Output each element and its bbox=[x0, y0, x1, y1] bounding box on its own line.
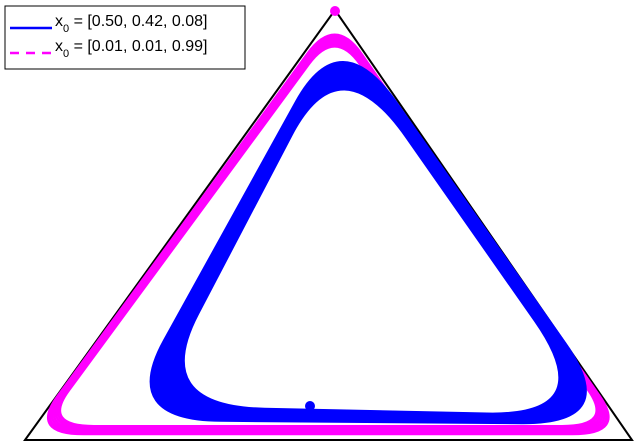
legend-value: = [0.50, 0.42, 0.08] bbox=[69, 13, 207, 30]
trajectory-blue-loop bbox=[174, 81, 568, 418]
trajectory-magenta-loop bbox=[58, 45, 598, 428]
trajectory-blue-loop bbox=[149, 61, 587, 425]
trajectory-magenta-loop bbox=[50, 37, 606, 433]
trajectory-magenta-loop bbox=[48, 35, 608, 434]
trajectory-blue-loop bbox=[152, 63, 585, 424]
legend: x0 = [0.50, 0.42, 0.08] x0 = [0.01, 0.01… bbox=[4, 5, 246, 70]
legend-box bbox=[4, 5, 246, 70]
trajectory-blue-loop bbox=[176, 83, 566, 417]
trajectory-blue-loop bbox=[155, 66, 582, 423]
trajectory-blue-loop bbox=[181, 87, 562, 415]
trajectory-magenta-loop bbox=[52, 39, 604, 432]
legend-subscript: 0 bbox=[63, 23, 69, 35]
legend-value: = [0.01, 0.01, 0.99] bbox=[69, 38, 207, 55]
trajectory-blue-loop bbox=[180, 86, 563, 416]
trajectory-magenta-loop bbox=[54, 41, 602, 431]
legend-label-blue: x0 = [0.50, 0.42, 0.08] bbox=[55, 13, 207, 35]
trajectory-magenta-loop bbox=[56, 43, 600, 429]
legend-subscript: 0 bbox=[63, 48, 69, 60]
legend-prefix: x bbox=[55, 13, 63, 30]
trajectory-blue-loop bbox=[178, 84, 565, 417]
trajectory-magenta bbox=[47, 33, 610, 436]
trajectory-blue-loop bbox=[153, 64, 584, 424]
trajectory-blue-loop bbox=[154, 65, 583, 423]
trajectory-magenta-loop bbox=[47, 33, 610, 436]
start-marker-magenta bbox=[330, 6, 340, 16]
trajectory-blue-loop bbox=[182, 88, 561, 415]
start-marker-blue bbox=[305, 401, 315, 411]
trajectory-blue bbox=[149, 61, 587, 425]
trajectory-blue-loop bbox=[150, 62, 586, 424]
legend-label-magenta: x0 = [0.01, 0.01, 0.99] bbox=[55, 38, 207, 60]
trajectory-blue-loop bbox=[179, 85, 564, 416]
legend-prefix: x bbox=[55, 38, 63, 55]
trajectory-blue-loop bbox=[175, 82, 567, 417]
